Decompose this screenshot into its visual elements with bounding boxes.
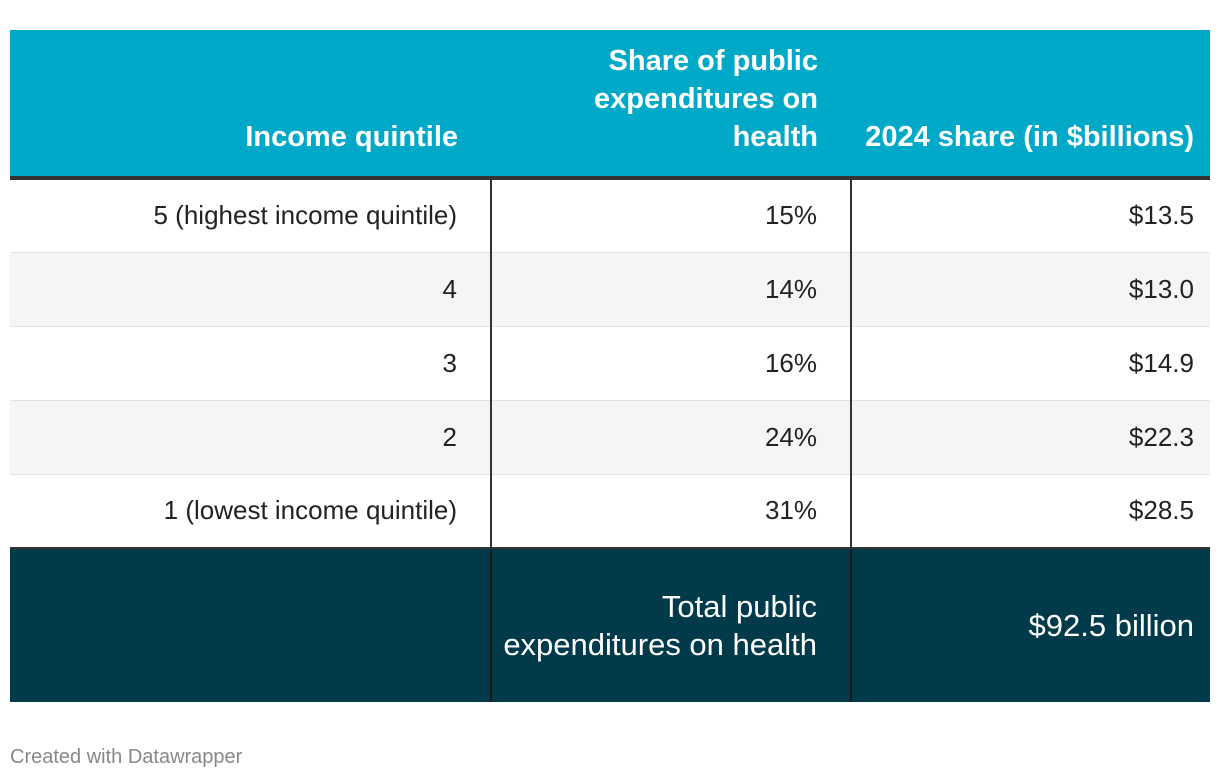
table-row: 2 24% $22.3 xyxy=(10,400,1210,475)
total-value: $92.5 billion xyxy=(851,547,1210,702)
cell-income-quintile: 1 (lowest income quintile) xyxy=(10,474,492,549)
column-header-share[interactable]: Share of public expenditures on health xyxy=(491,30,851,180)
cell-share: 24% xyxy=(491,400,852,475)
cell-share: 16% xyxy=(491,326,852,401)
data-table-container: Income quintile Share of public expendit… xyxy=(10,30,1210,702)
cell-2024-share: $13.5 xyxy=(851,178,1210,253)
cell-share: 31% xyxy=(491,474,852,549)
cell-2024-share: $22.3 xyxy=(851,400,1210,475)
cell-share: 14% xyxy=(491,252,852,327)
cell-income-quintile: 4 xyxy=(10,252,492,327)
table-row: 5 (highest income quintile) 15% $13.5 xyxy=(10,178,1210,253)
cell-2024-share: $14.9 xyxy=(851,326,1210,401)
column-header-income-quintile[interactable]: Income quintile xyxy=(10,30,491,180)
total-label: Total public expenditures on health xyxy=(491,547,852,702)
table-row: 1 (lowest income quintile) 31% $28.5 xyxy=(10,474,1210,549)
cell-income-quintile: 5 (highest income quintile) xyxy=(10,178,492,253)
cell-share: 15% xyxy=(491,178,852,253)
cell-2024-share: $28.5 xyxy=(851,474,1210,549)
table-row: 4 14% $13.0 xyxy=(10,252,1210,327)
header-row: Income quintile Share of public expendit… xyxy=(10,30,1210,180)
table-body: 5 (highest income quintile) 15% $13.5 4 … xyxy=(10,178,1210,702)
total-cell-empty xyxy=(10,547,492,702)
table-row: 3 16% $14.9 xyxy=(10,326,1210,401)
column-header-2024-share[interactable]: 2024 share (in $billions) xyxy=(851,30,1210,180)
datawrapper-credit[interactable]: Created with Datawrapper xyxy=(10,746,243,768)
cell-income-quintile: 3 xyxy=(10,326,492,401)
cell-2024-share: $13.0 xyxy=(851,252,1210,327)
table-header: Income quintile Share of public expendit… xyxy=(10,30,1210,180)
expenditure-table: Income quintile Share of public expendit… xyxy=(10,30,1210,702)
total-row: Total public expenditures on health $92.… xyxy=(10,547,1210,702)
cell-income-quintile: 2 xyxy=(10,400,492,475)
